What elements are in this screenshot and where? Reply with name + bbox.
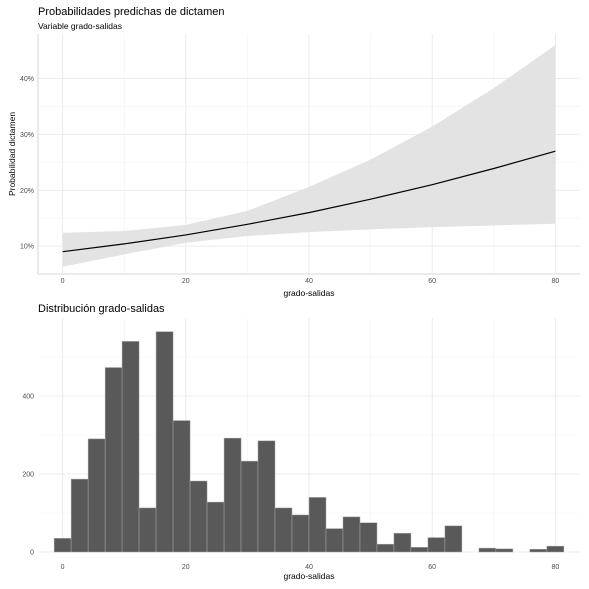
chart2-histogram-bar	[223, 437, 242, 553]
chart2-histogram-bar	[546, 545, 565, 553]
chart2-histogram-bar	[376, 543, 395, 553]
chart1-x-tick-label: 40	[305, 278, 313, 285]
chart2-x-tick-label: 60	[428, 564, 436, 571]
chart2-x-tick-label: 20	[182, 564, 190, 571]
chart2-title: Distribución grado-salidas	[38, 303, 165, 315]
chart2-histogram-bar	[53, 538, 72, 553]
chart2-x-tick-label: 80	[551, 564, 559, 571]
chart2-y-tick-label: 400	[22, 394, 34, 401]
chart2-y-tick-label: 200	[22, 472, 34, 479]
chart2-histogram-bar	[87, 438, 106, 553]
chart1-x-tick-label: 20	[182, 278, 190, 285]
chart2-histogram-bar	[121, 341, 140, 553]
chart2-histogram-bar	[427, 537, 446, 553]
chart2-histogram-bar	[274, 507, 293, 553]
chart2-histogram-bar	[444, 525, 463, 553]
chart2-plot: 0 20 40 60 80 0 200 400 grado-salidas	[22, 318, 580, 581]
chart2-x-axis-title: grado-salidas	[283, 571, 334, 581]
chart2-x-tick-label: 40	[305, 564, 313, 571]
chart2-histogram-bar	[70, 478, 89, 553]
chart1-y-tick-label: 10%	[20, 244, 34, 251]
chart2-histogram-bar	[342, 516, 361, 553]
chart2-histogram-bar	[240, 460, 259, 553]
chart2-histogram-bar	[478, 547, 497, 553]
chart2-histogram-bar	[291, 514, 310, 553]
chart1-x-tick-label: 80	[551, 278, 559, 285]
chart2-histogram-bar	[257, 440, 276, 553]
chart2-x-tick-label: 0	[61, 564, 65, 571]
chart2-histogram-bar	[359, 522, 378, 553]
chart1-x-tick-label: 60	[428, 278, 436, 285]
chart1-y-tick-label: 30%	[20, 132, 34, 139]
chart2-histogram-bar	[155, 331, 174, 553]
chart2-histogram-bar	[325, 528, 344, 553]
chart1-confidence-ribbon	[62, 45, 556, 267]
chart1-plot: 0 20 40 60 80 10% 20% 30% 40% grado-salidas Probab…	[7, 34, 580, 298]
chart1-prediction-line	[62, 150, 556, 253]
chart1-y-tick-label: 40%	[20, 76, 34, 83]
chart1-y-tick-label: 20%	[20, 188, 34, 195]
chart2-histogram-bar	[410, 547, 429, 553]
chart2-histogram-bar	[393, 533, 412, 553]
chart1-y-axis-title: Probabilidad dictamen	[7, 112, 17, 196]
chart2-histogram-bar	[529, 549, 548, 553]
chart2-histogram-bar	[172, 420, 191, 553]
chart1-x-axis-title: grado-salidas	[283, 288, 334, 298]
chart2-histogram-bar	[495, 548, 514, 553]
chart2-y-tick-label: 0	[30, 550, 34, 557]
chart2-histogram-bar	[138, 507, 157, 553]
chart1-title: Probabilidades predichas de dictamen	[38, 6, 225, 18]
chart1-subtitle: Variable grado-salidas	[38, 21, 122, 31]
chart1-x-tick-label: 0	[61, 278, 65, 285]
chart2-histogram-bar	[104, 367, 123, 553]
chart2-histogram-bar	[308, 497, 327, 553]
chart2-histogram-bar	[206, 501, 225, 553]
chart2-histogram-bar	[189, 480, 208, 553]
